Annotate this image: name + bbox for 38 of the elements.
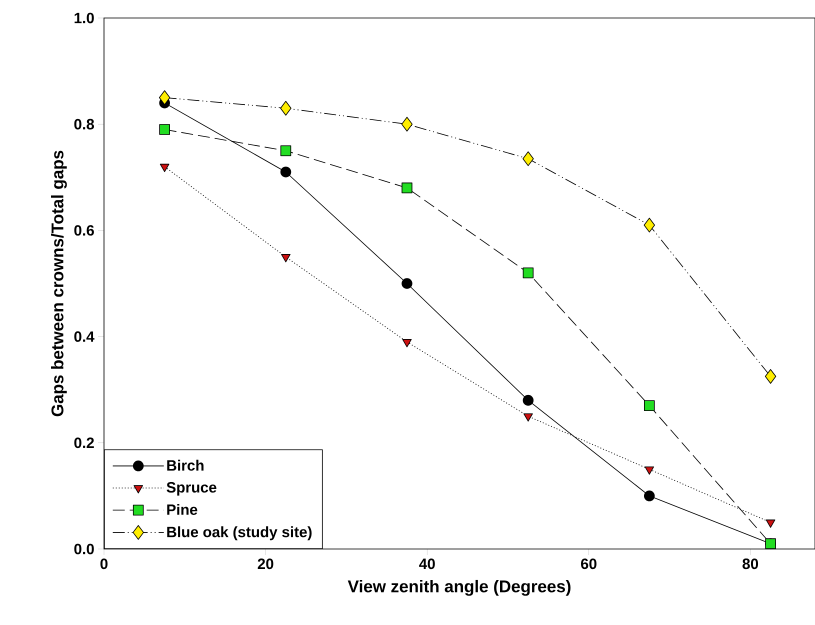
point (280, 166, 292, 178)
point (644, 466, 654, 475)
point (766, 520, 776, 528)
point (280, 145, 292, 156)
point (522, 267, 534, 278)
point (522, 394, 534, 406)
legend-label: Spruce (166, 482, 216, 496)
legend-label: Blue oak (study site) (167, 526, 312, 540)
point (644, 218, 655, 232)
point (523, 413, 533, 422)
y-tick-label: 1.0 (74, 12, 94, 24)
y-axis-title: Gaps between crowns/Total gaps (51, 150, 67, 416)
x-tick-label: 0 (100, 558, 108, 570)
x-tick-label: 60 (581, 558, 596, 570)
point (522, 151, 534, 166)
point (402, 278, 412, 289)
point (281, 254, 291, 262)
point (402, 182, 412, 194)
point (644, 490, 655, 502)
x-tick-label: 20 (258, 558, 274, 570)
point (644, 400, 655, 412)
x-tick-label: 40 (419, 558, 435, 570)
legend-label: Birch (167, 460, 204, 471)
point (158, 90, 170, 106)
y-tick-label: 0.0 (74, 544, 94, 554)
point (764, 369, 776, 384)
y-tick-label: 0.2 (74, 438, 94, 448)
point (159, 124, 170, 135)
x-tick-label: 80 (742, 558, 758, 570)
point (160, 164, 170, 172)
y-tick-label: 0.6 (74, 225, 94, 236)
y-tick-label: 0.4 (74, 331, 94, 342)
x-axis-title: View zenith angle (Degrees) (348, 580, 570, 596)
legend-label: Pine (167, 504, 198, 515)
point (280, 100, 292, 116)
y-tick-label: 0.8 (74, 118, 94, 130)
point (401, 116, 413, 132)
point (402, 339, 412, 348)
